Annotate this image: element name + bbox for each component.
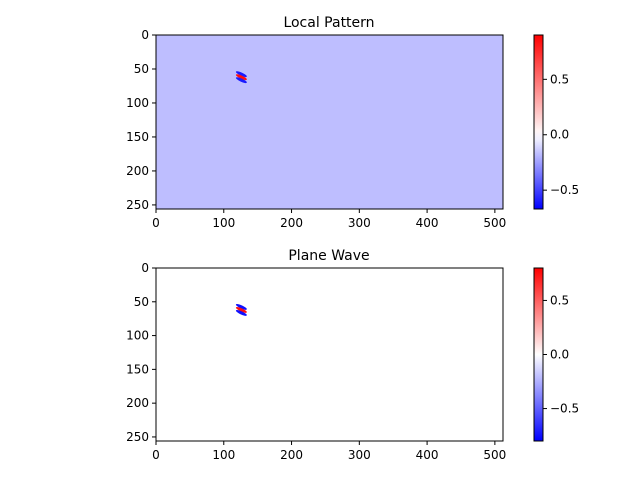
panel-local-pattern: Local Pattern 0 100 200 300 400 500 0 50 100 150… (126, 15, 579, 230)
y-tick-label: 50 (134, 295, 149, 309)
x-tick-label: 100 (212, 448, 235, 462)
y-axis: 0 50 100 150 200 250 (126, 261, 156, 444)
feature-stripe (235, 74, 247, 81)
colorbar: −0.5 0.0 0.5 (533, 34, 579, 210)
y-tick-label: 200 (126, 396, 149, 410)
feature-layer (235, 71, 247, 84)
y-tick-label: 150 (126, 130, 149, 144)
x-tick-label: 0 (152, 448, 160, 462)
x-tick-label: 400 (416, 216, 439, 230)
x-tick-label: 500 (483, 216, 506, 230)
colorbar-bar (533, 267, 544, 442)
y-tick-label: 200 (126, 164, 149, 178)
feature-stripe (235, 306, 247, 313)
plot-frame (155, 34, 504, 210)
x-axis: 0 100 200 300 400 500 (152, 209, 506, 230)
x-tick-label: 100 (212, 216, 235, 230)
y-tick-label: 150 (126, 362, 149, 376)
y-axis: 0 50 100 150 200 250 (126, 28, 156, 212)
colorbar-tick-label: −0.5 (550, 183, 579, 197)
x-tick-label: 0 (152, 216, 160, 230)
colorbar-tick-label: −0.5 (550, 402, 579, 416)
x-tick-label: 400 (416, 448, 439, 462)
colorbar-bar (533, 34, 544, 210)
y-tick-label: 100 (126, 96, 149, 110)
colorbar-tick-label: 0.5 (550, 72, 569, 86)
x-axis: 0 100 200 300 400 500 (152, 441, 506, 462)
feature-layer (235, 303, 247, 316)
x-tick-label: 300 (348, 216, 371, 230)
x-tick-label: 300 (348, 448, 371, 462)
colorbar-tick-label: 0.0 (550, 348, 569, 362)
x-tick-label: 200 (280, 216, 303, 230)
y-tick-label: 0 (141, 28, 149, 42)
panel-plane-wave: Plane Wave 0 100 200 300 400 500 0 50 100 150 200… (126, 248, 579, 462)
feature-stripe (235, 309, 247, 316)
x-tick-label: 500 (483, 448, 506, 462)
x-tick-label: 200 (280, 448, 303, 462)
feature-stripe (235, 71, 247, 78)
colorbar-tick-label: 0.0 (550, 128, 569, 142)
feature-stripe (235, 77, 247, 84)
feature-stripe (235, 303, 247, 310)
panel-title: Plane Wave (288, 248, 369, 264)
y-tick-label: 250 (126, 198, 149, 212)
colorbar: −0.5 0.0 0.5 (533, 267, 579, 442)
y-tick-label: 250 (126, 430, 149, 444)
y-tick-label: 50 (134, 62, 149, 76)
heatmap-background (156, 268, 503, 441)
panel-title: Local Pattern (283, 15, 374, 31)
plot-frame (155, 267, 504, 442)
heatmap-background (156, 35, 503, 209)
y-tick-label: 0 (141, 261, 149, 275)
y-tick-label: 100 (126, 329, 149, 343)
colorbar-tick-label: 0.5 (550, 293, 569, 307)
